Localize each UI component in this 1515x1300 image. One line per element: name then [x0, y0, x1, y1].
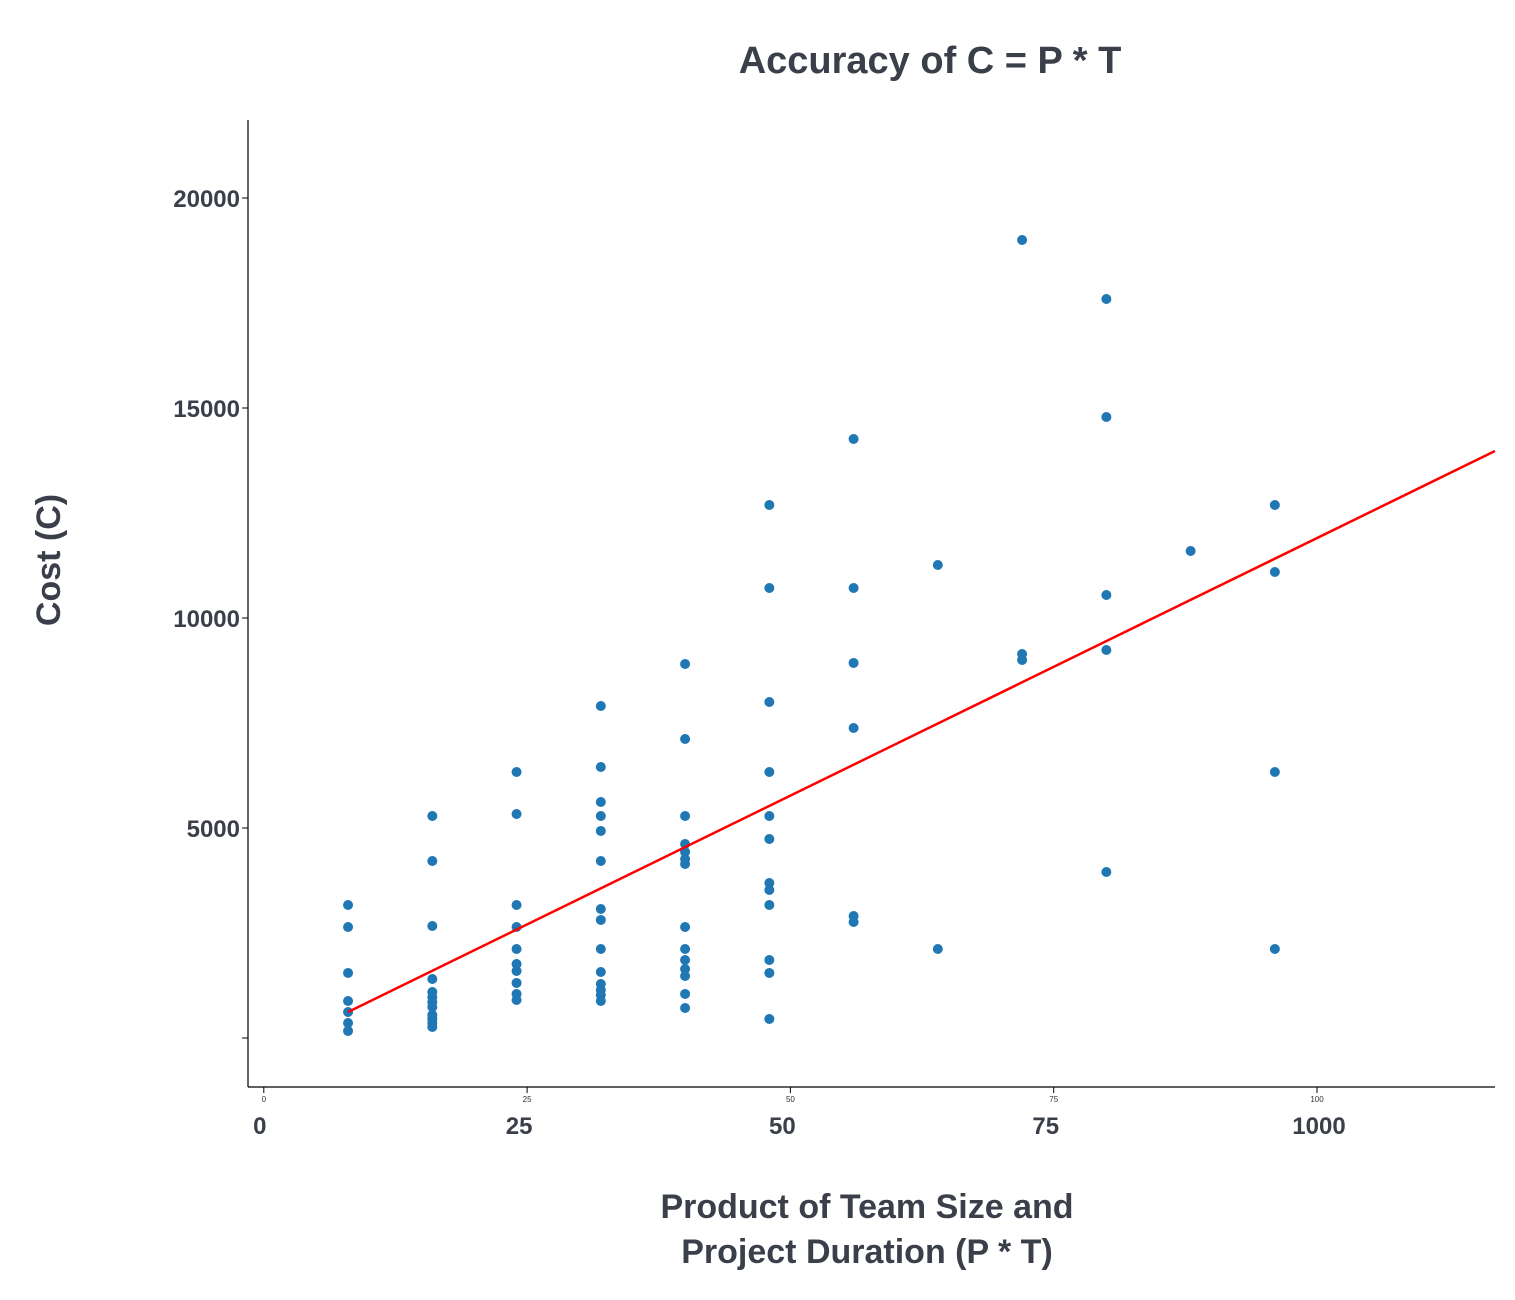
data-point [680, 1002, 691, 1013]
data-point [848, 433, 859, 444]
x-ticks: 0 0 25 25 50 50 75 75 100 1000 [253, 1087, 1346, 1140]
data-point [343, 1017, 354, 1028]
data-point [343, 921, 354, 932]
data-point [343, 1025, 354, 1036]
data-point [595, 762, 606, 773]
data-point [1269, 567, 1280, 578]
y-ticks: 5000 10000 15000 20000 [173, 186, 248, 1039]
x-tick-label: 0 [253, 1113, 266, 1140]
data-point [764, 767, 775, 778]
data-point [595, 855, 606, 866]
data-point [595, 967, 606, 978]
data-point [764, 583, 775, 594]
data-point [764, 878, 775, 889]
data-point [848, 583, 859, 594]
x-tick-label-small: 0 [262, 1095, 267, 1104]
data-point [1101, 294, 1112, 305]
data-point [511, 943, 522, 954]
data-point [680, 988, 691, 999]
x-tick-label: 1000 [1292, 1113, 1345, 1140]
data-point [680, 858, 691, 869]
x-tick-label: 25 [506, 1113, 533, 1140]
data-point [595, 904, 606, 915]
data-point [680, 970, 691, 981]
data-point [848, 657, 859, 668]
data-point [511, 899, 522, 910]
data-point [1101, 411, 1112, 422]
y-tick-label: 5000 [187, 816, 240, 843]
data-point [764, 954, 775, 965]
data-point [764, 884, 775, 895]
data-point [511, 809, 522, 820]
y-axis-label: Cost (C) [30, 494, 68, 626]
data-point [1017, 654, 1028, 665]
data-point [511, 958, 522, 969]
data-point [511, 767, 522, 778]
data-point [343, 899, 354, 910]
data-point [680, 810, 691, 821]
x-tick-label: 75 [1032, 1113, 1059, 1140]
data-point [680, 943, 691, 954]
data-point [764, 967, 775, 978]
data-point [343, 967, 354, 978]
data-point [1269, 767, 1280, 778]
data-point [764, 810, 775, 821]
data-point [1101, 867, 1112, 878]
x-tick-label-small: 75 [1049, 1095, 1058, 1104]
data-point [1269, 500, 1280, 511]
data-point [595, 943, 606, 954]
data-point [595, 700, 606, 711]
data-point [595, 825, 606, 836]
data-point [932, 943, 943, 954]
data-point [595, 995, 606, 1006]
data-point [764, 696, 775, 707]
x-tick-label-small: 100 [1310, 1095, 1324, 1104]
data-point [764, 833, 775, 844]
data-point [511, 994, 522, 1005]
y-tick-label: 20000 [173, 186, 240, 213]
data-point [680, 954, 691, 965]
data-point [764, 500, 775, 511]
data-point [511, 977, 522, 988]
data-point [764, 1014, 775, 1025]
x-axis-label-line2: Project Duration (P * T) [681, 1233, 1053, 1271]
x-tick-label-small: 25 [523, 1095, 532, 1104]
data-point [680, 658, 691, 669]
data-point [680, 963, 691, 974]
data-point [848, 916, 859, 927]
data-point [427, 810, 438, 821]
data-point [427, 1021, 438, 1032]
data-point [1101, 644, 1112, 655]
data-point [511, 965, 522, 976]
data-point [427, 1001, 438, 1012]
data-point [680, 921, 691, 932]
y-tick-label: 15000 [173, 396, 240, 423]
data-point [595, 796, 606, 807]
data-point [680, 733, 691, 744]
data-point [427, 973, 438, 984]
data-point [427, 920, 438, 931]
data-point [932, 559, 943, 570]
fit-line [347, 449, 1496, 1014]
data-point [343, 995, 354, 1006]
x-tick-label: 50 [769, 1113, 796, 1140]
data-point [595, 810, 606, 821]
data-point [1017, 234, 1028, 245]
x-tick-label-small: 50 [786, 1095, 795, 1104]
data-point [1269, 943, 1280, 954]
chart-title: Accuracy of C = P * T [739, 40, 1122, 82]
y-tick-label: 10000 [173, 606, 240, 633]
data-point [427, 855, 438, 866]
data-point [848, 722, 859, 733]
data-point [1185, 546, 1196, 557]
data-point [764, 899, 775, 910]
data-point [1101, 589, 1112, 600]
data-point [595, 914, 606, 925]
plot-area [343, 234, 1496, 1036]
x-axis-label-line1: Product of Team Size and [660, 1188, 1073, 1226]
